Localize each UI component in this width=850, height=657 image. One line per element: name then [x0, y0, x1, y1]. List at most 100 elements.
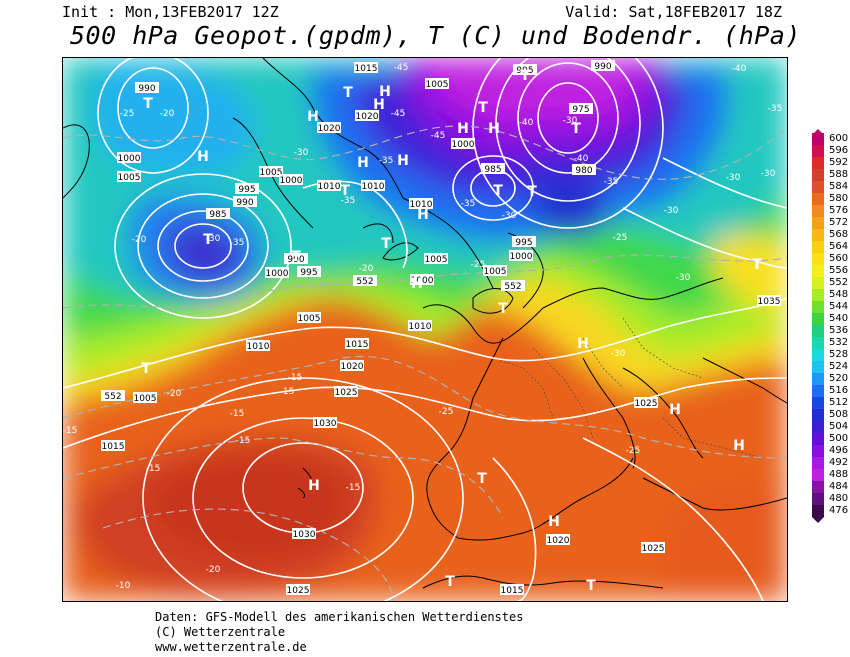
high-marker: H: [357, 155, 369, 171]
pressure-label: 985: [481, 163, 505, 175]
low-marker: T: [493, 183, 503, 199]
temp-label: -15: [63, 426, 77, 436]
temp-label: -15: [346, 483, 361, 493]
legend-swatch: [812, 277, 824, 289]
pressure-label: 1010: [246, 340, 270, 352]
temp-label: -15: [288, 373, 303, 383]
legend-swatch: [812, 421, 824, 433]
legend-swatch: [812, 445, 824, 457]
svg-text:552: 552: [504, 282, 521, 292]
legend-entry: 488: [812, 469, 850, 481]
svg-text:995: 995: [515, 238, 532, 248]
legend-swatch: [812, 217, 824, 229]
temp-label: -35: [461, 199, 476, 209]
svg-text:1015: 1015: [355, 64, 378, 74]
legend-entry: 596: [812, 145, 850, 157]
svg-text:1000: 1000: [280, 176, 303, 186]
pressure-label: 1010: [409, 198, 433, 210]
legend-swatch: [812, 325, 824, 337]
legend-label: 564: [829, 241, 849, 252]
legend-entry: 600: [812, 133, 850, 145]
legend-swatch: [812, 253, 824, 265]
svg-text:1005: 1005: [484, 267, 507, 277]
legend-label: 500: [829, 433, 849, 444]
low-marker: T: [381, 236, 391, 252]
legend-label: 592: [829, 157, 849, 168]
legend-entry: 580: [812, 193, 850, 205]
svg-text:1015: 1015: [501, 586, 524, 596]
low-marker: T: [343, 85, 353, 101]
legend-swatch: [812, 433, 824, 445]
pressure-label: 1015: [354, 62, 378, 74]
svg-text:1020: 1020: [547, 536, 570, 546]
temp-label: -35: [379, 156, 394, 166]
legend-swatch: [812, 133, 824, 145]
pressure-label: 1020: [355, 110, 379, 122]
svg-text:990: 990: [236, 198, 253, 208]
legend-swatch: [812, 457, 824, 469]
high-marker: H: [397, 153, 409, 169]
svg-text:995: 995: [300, 268, 317, 278]
svg-text:985: 985: [484, 165, 501, 175]
legend-swatch: [812, 409, 824, 421]
svg-text:1020: 1020: [341, 362, 364, 372]
legend-label: 492: [829, 457, 849, 468]
pressure-label: 1025: [286, 584, 310, 596]
legend-label: 476: [829, 505, 849, 516]
legend-label: 568: [829, 229, 849, 240]
high-marker: H: [417, 207, 429, 223]
svg-text:1010: 1010: [410, 200, 433, 210]
legend-swatch: [812, 205, 824, 217]
legend-entry: 592: [812, 157, 850, 169]
svg-text:985: 985: [209, 210, 226, 220]
svg-text:1005: 1005: [298, 314, 321, 324]
legend-label: 540: [829, 313, 849, 324]
svg-text:1010: 1010: [318, 182, 341, 192]
legend-entry: 524: [812, 361, 850, 373]
legend-swatch: [812, 505, 824, 517]
legend-entry: 508: [812, 409, 850, 421]
svg-text:1010: 1010: [362, 182, 385, 192]
legend-swatch: [812, 481, 824, 493]
temp-label: -20: [359, 264, 374, 274]
high-marker: H: [733, 438, 745, 454]
legend-label: 516: [829, 385, 849, 396]
low-marker: T: [478, 100, 488, 116]
legend-entry: 584: [812, 181, 850, 193]
temp-label: -30: [563, 116, 578, 126]
temp-label: -35: [768, 104, 783, 114]
legend-label: 556: [829, 265, 849, 276]
low-marker: T: [520, 68, 530, 84]
legend-swatch: [812, 229, 824, 241]
pressure-label: 975: [569, 103, 593, 115]
legend-swatch: [812, 373, 824, 385]
svg-text:1030: 1030: [293, 530, 316, 540]
legend-label: 560: [829, 253, 849, 264]
temperature-label-layer: -25 -20 -45 -45 -45 -40 -30 -35 -30 -35 …: [63, 63, 782, 591]
footer-url[interactable]: www.wetterzentrale.de: [155, 640, 307, 654]
legend-entry: 572: [812, 217, 850, 229]
legend-label: 584: [829, 181, 849, 192]
legend-swatch: [812, 181, 824, 193]
legend-label: 600: [829, 133, 849, 144]
svg-text:1035: 1035: [758, 297, 781, 307]
temp-label: -25: [626, 446, 641, 456]
svg-text:1025: 1025: [635, 399, 658, 409]
pressure-label: 1010: [408, 320, 432, 332]
high-marker: H: [577, 336, 589, 352]
pressure-label: 1005: [424, 253, 448, 265]
svg-text:1015: 1015: [346, 340, 369, 350]
high-marker: H: [488, 121, 500, 137]
legend-entry: 540: [812, 313, 850, 325]
temp-label: -20: [206, 565, 221, 575]
svg-text:552: 552: [104, 392, 121, 402]
legend-entry: 556: [812, 265, 850, 277]
pressure-label: 1005: [425, 78, 449, 90]
pressure-label: 995: [235, 183, 259, 195]
legend-entry: 492: [812, 457, 850, 469]
pressure-label: 995: [297, 266, 321, 278]
legend-label: 520: [829, 373, 849, 384]
low-marker: T: [203, 232, 213, 248]
svg-text:1025: 1025: [642, 544, 665, 554]
weather-map[interactable]: 990 1015 1005 990 995 975 1000 1005 1020…: [62, 57, 788, 602]
